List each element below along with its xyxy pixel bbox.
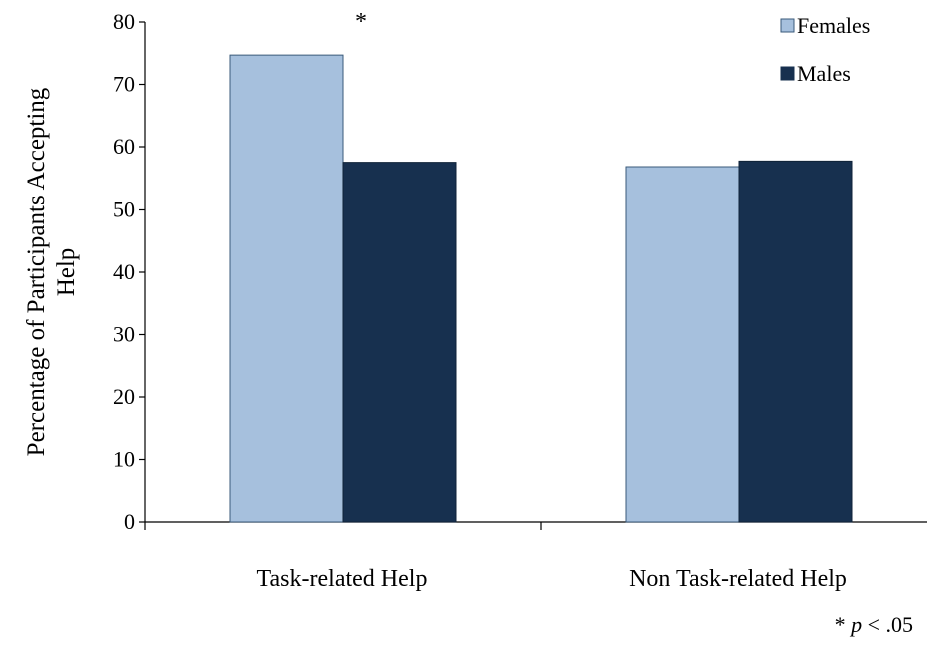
legend: Females Males <box>780 13 870 86</box>
bars <box>229 54 853 523</box>
y-tick-label: 70 <box>113 72 135 97</box>
y-tick-label: 30 <box>113 322 135 347</box>
bar-females-non-task-related-help <box>625 166 740 523</box>
y-axis-title-line-1: Percentage of Participants Accepting <box>23 87 50 456</box>
footnote-prefix: * <box>835 612 852 637</box>
legend-label-females: Females <box>797 13 870 38</box>
bar-males-task-related-help <box>342 162 457 523</box>
x-axis-ticks <box>144 522 542 530</box>
category-label-non-task-related: Non Task-related Help <box>629 566 847 592</box>
footnote-p-italic: p <box>849 612 862 637</box>
y-tick-label: 40 <box>113 259 135 284</box>
y-tick-label: 80 <box>113 9 135 34</box>
significance-asterisk: * <box>355 9 367 35</box>
legend-label-males: Males <box>797 61 851 86</box>
significance-footnote: * p < .05 <box>835 612 913 637</box>
category-label-task-related: Task-related Help <box>257 566 428 592</box>
y-tick-label: 10 <box>113 447 135 472</box>
y-axis-ticks: 0 10 20 30 40 50 60 70 80 <box>113 9 145 534</box>
bar-females-task-related-help <box>229 54 344 523</box>
y-tick-label: 60 <box>113 134 135 159</box>
legend-swatch-males <box>780 66 795 81</box>
y-tick-label: 0 <box>124 509 135 534</box>
legend-swatch-females <box>780 18 795 33</box>
y-tick-label: 20 <box>113 384 135 409</box>
y-tick-label: 50 <box>113 197 135 222</box>
footnote-suffix: < .05 <box>862 612 913 637</box>
bar-males-non-task-related-help <box>738 160 853 523</box>
x-axis-categories: Task-related Help Non Task-related Help <box>257 566 847 592</box>
y-axis-title-line-2: Help <box>53 248 80 297</box>
y-axis-title: Percentage of Participants Accepting Hel… <box>23 87 80 456</box>
